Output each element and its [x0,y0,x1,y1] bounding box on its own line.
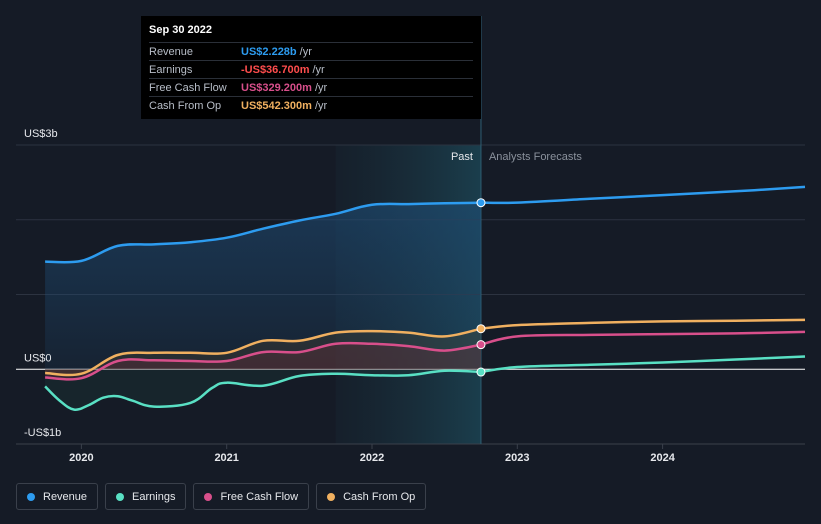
y-tick-label: -US$1b [24,427,61,439]
free-cash-flow-area [45,343,482,380]
x-tick-label: 2020 [69,452,93,464]
legend-item-earnings[interactable]: Earnings [105,483,187,510]
tooltip-value: US$542.300m [241,99,312,112]
legend-label: Revenue [43,490,88,503]
y-tick-label: US$3b [24,128,58,140]
tooltip-value: US$329.200m [241,81,312,94]
tooltip-unit: /yr [312,63,325,76]
x-tick-label: 2022 [360,452,384,464]
legend: Revenue Earnings Free Cash Flow Cash Fro… [16,483,427,510]
tooltip-row-free-cash-flow: Free Cash Flow US$329.200m /yr [149,78,473,96]
revenue-marker [476,198,486,208]
revenue-line [45,201,482,264]
cash-from-op-line [45,327,482,377]
tooltip: Sep 30 2022 Revenue US$2.228b /yr Earnin… [141,16,481,119]
cash-from-op-marker [476,324,486,334]
legend-label: Free Cash Flow [220,490,299,503]
revenue-forecast-line [480,185,806,205]
tooltip-unit: /yr [314,81,328,94]
legend-dot-icon [116,492,125,501]
tooltip-unit: /yr [299,45,312,58]
legend-label: Earnings [132,490,176,503]
legend-dot-icon [327,492,336,501]
legend-item-revenue[interactable]: Revenue [16,483,99,510]
earnings-marker [476,367,486,377]
tooltip-date: Sep 30 2022 [149,24,212,36]
legend-item-free-cash-flow[interactable]: Free Cash Flow [193,483,310,510]
x-tick-label: 2021 [214,452,238,464]
tooltip-row-cash-from-op: Cash From Op US$542.300m /yr [149,96,473,114]
tooltip-value: US$2.228b [241,45,297,58]
tooltip-row-revenue: Revenue US$2.228b /yr [149,42,473,60]
legend-item-cash-from-op[interactable]: Cash From Op [316,483,427,510]
tooltip-row-earnings: Earnings -US$36.700m /yr [149,60,473,78]
earnings-forecast-line [480,355,806,374]
tooltip-unit: /yr [314,99,328,112]
tooltip-value: -US$36.700m [241,63,310,76]
legend-dot-icon [27,492,35,501]
tooltip-label: Cash From Op [149,99,222,112]
tooltip-label: Revenue [149,45,194,58]
x-tick-label: 2023 [505,452,529,464]
free-cash-flow-marker [476,340,486,350]
earnings-area [45,369,482,410]
tooltip-label: Free Cash Flow [149,81,227,94]
past-label: Past [451,151,473,163]
forecast-label: Analysts Forecasts [489,151,582,163]
legend-label: Cash From Op [343,490,416,503]
free-cash-flow-forecast-line [480,330,806,346]
free-cash-flow-line [45,341,482,381]
earnings-line [44,369,482,411]
x-tick-label: 2024 [650,452,675,464]
cash-from-op-forecast-line [480,318,806,330]
revenue-area [45,202,482,370]
legend-dot-icon [204,492,213,501]
y-tick-label: US$0 [24,352,52,364]
tooltip-label: Earnings [149,63,193,76]
